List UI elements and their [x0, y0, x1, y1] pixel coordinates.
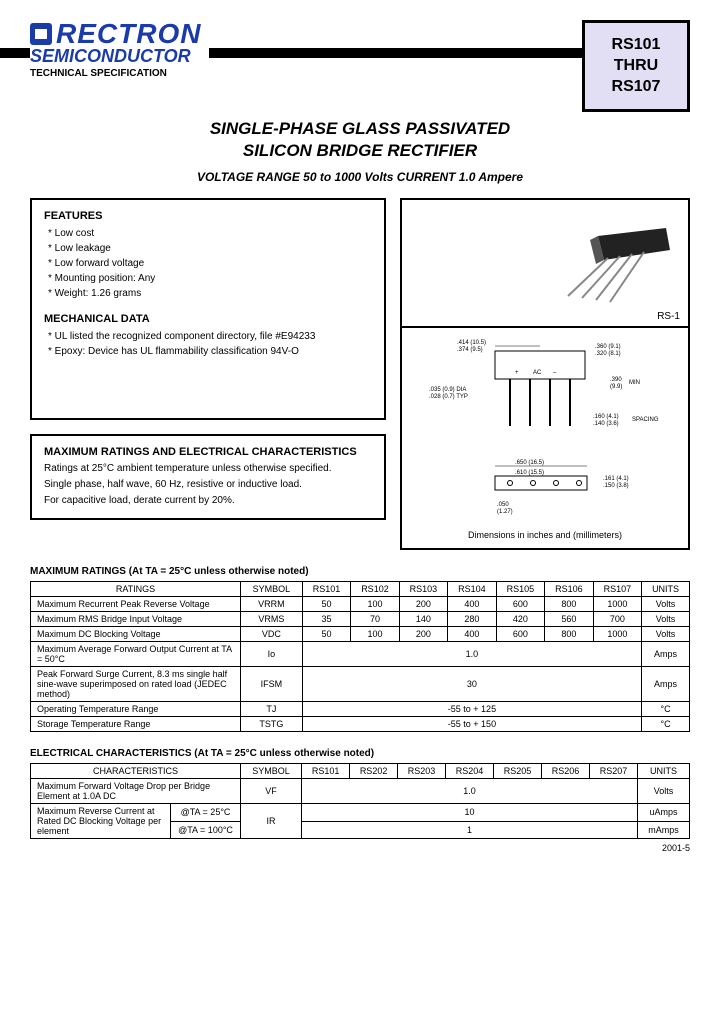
- brand-line3: TECHNICAL SPECIFICATION: [30, 68, 201, 79]
- svg-text:MIN: MIN: [629, 380, 640, 386]
- svg-text:(9.9): (9.9): [610, 384, 622, 390]
- table-row: Operating Temperature Range TJ -55 to + …: [31, 702, 690, 717]
- svg-text:.610 (15.5): .610 (15.5): [515, 470, 544, 476]
- main-title: SINGLE-PHASE GLASS PASSIVATED SILICON BR…: [30, 118, 690, 162]
- part-mid: THRU: [599, 57, 673, 75]
- rectron-logo-icon: [30, 23, 52, 45]
- svg-text:–: –: [553, 370, 557, 376]
- features-heading: FEATURES: [44, 210, 372, 222]
- table-row: Storage Temperature Range TSTG -55 to + …: [31, 717, 690, 732]
- svg-text:AC: AC: [533, 370, 542, 376]
- brand-name: RECTRON: [56, 20, 201, 48]
- dimension-drawing-side: .650 (16.5) .610 (15.5) .161 (4.1) .150 …: [415, 456, 675, 526]
- brand-line2: SEMICONDUCTOR: [30, 46, 201, 67]
- brand-logo: RECTRON SEMICONDUCTOR TECHNICAL SPECIFIC…: [30, 20, 209, 79]
- table-row: Maximum Recurrent Peak Reverse Voltage V…: [31, 597, 690, 612]
- features-list: Low cost Low leakage Low forward voltage…: [44, 226, 372, 301]
- part-to: RS107: [599, 78, 673, 96]
- table-header-row: CHARACTERISTICS SYMBOL RS101 RS202 RS203…: [31, 764, 690, 779]
- max-heading: MAXIMUM RATINGS AND ELECTRICAL CHARACTER…: [44, 446, 372, 458]
- mechanical-list: UL listed the recognized component direc…: [44, 329, 372, 359]
- svg-text:+: +: [515, 370, 519, 376]
- dim-caption: Dimensions in inches and (millimeters): [468, 530, 622, 540]
- part-from: RS101: [599, 36, 673, 54]
- svg-text:.320 (8.1): .320 (8.1): [595, 351, 621, 357]
- table-header-row: RATINGS SYMBOL RS101 RS102 RS103 RS104 R…: [31, 582, 690, 597]
- svg-text:(1.27): (1.27): [497, 509, 513, 515]
- package-icon: [538, 218, 678, 308]
- svg-text:.050: .050: [497, 502, 509, 508]
- table-row: Maximum Average Forward Output Current a…: [31, 642, 690, 667]
- dimensions-box: + AC – .414 (10.5) .374 (9.5) .360 (9.1)…: [400, 328, 690, 550]
- table-row: Maximum RMS Bridge Input Voltage VRMS 35…: [31, 612, 690, 627]
- svg-text:.374 (9.5): .374 (9.5): [457, 347, 483, 353]
- svg-text:.650 (16.5): .650 (16.5): [515, 460, 544, 466]
- footer-code: 2001-5: [30, 843, 690, 853]
- features-box: FEATURES Low cost Low leakage Low forwar…: [30, 198, 386, 420]
- max-ratings-box: MAXIMUM RATINGS AND ELECTRICAL CHARACTER…: [30, 434, 386, 520]
- max-ratings-title: MAXIMUM RATINGS (At TA = 25°C unless oth…: [30, 566, 690, 577]
- mechanical-heading: MECHANICAL DATA: [44, 313, 372, 325]
- svg-text:.390: .390: [610, 377, 622, 383]
- table-row: Maximum DC Blocking Voltage VDC 50100200…: [31, 627, 690, 642]
- table-row: Maximum Reverse Current at Rated DC Bloc…: [31, 804, 690, 822]
- svg-text:.140 (3.6): .140 (3.6): [593, 421, 619, 427]
- table-row: Peak Forward Surge Current, 8.3 ms singl…: [31, 667, 690, 702]
- svg-text:.160 (4.1): .160 (4.1): [593, 414, 619, 420]
- part-range-box: RS101 THRU RS107: [582, 20, 690, 112]
- max-ratings-table: RATINGS SYMBOL RS101 RS102 RS103 RS104 R…: [30, 581, 690, 732]
- svg-text:.150 (3.8): .150 (3.8): [603, 483, 629, 489]
- svg-text:.035 (0.9) DIA: .035 (0.9) DIA: [429, 387, 466, 393]
- subtitle: VOLTAGE RANGE 50 to 1000 Volts CURRENT 1…: [30, 170, 690, 184]
- table-row: Maximum Forward Voltage Drop per Bridge …: [31, 779, 690, 804]
- elec-title: ELECTRICAL CHARACTERISTICS (At TA = 25°C…: [30, 748, 690, 759]
- svg-text:SPACING: SPACING: [632, 417, 659, 423]
- elec-characteristics-table: CHARACTERISTICS SYMBOL RS101 RS202 RS203…: [30, 763, 690, 839]
- package-image-box: RS-1: [400, 198, 690, 328]
- svg-text:.360 (9.1): .360 (9.1): [595, 344, 621, 350]
- svg-text:.414 (10.5): .414 (10.5): [457, 340, 486, 346]
- dimension-drawing-front: + AC – .414 (10.5) .374 (9.5) .360 (9.1)…: [415, 336, 675, 456]
- svg-text:.028 (0.7) TYP: .028 (0.7) TYP: [429, 394, 468, 400]
- package-label: RS-1: [657, 311, 680, 322]
- svg-text:.161 (4.1): .161 (4.1): [603, 476, 629, 482]
